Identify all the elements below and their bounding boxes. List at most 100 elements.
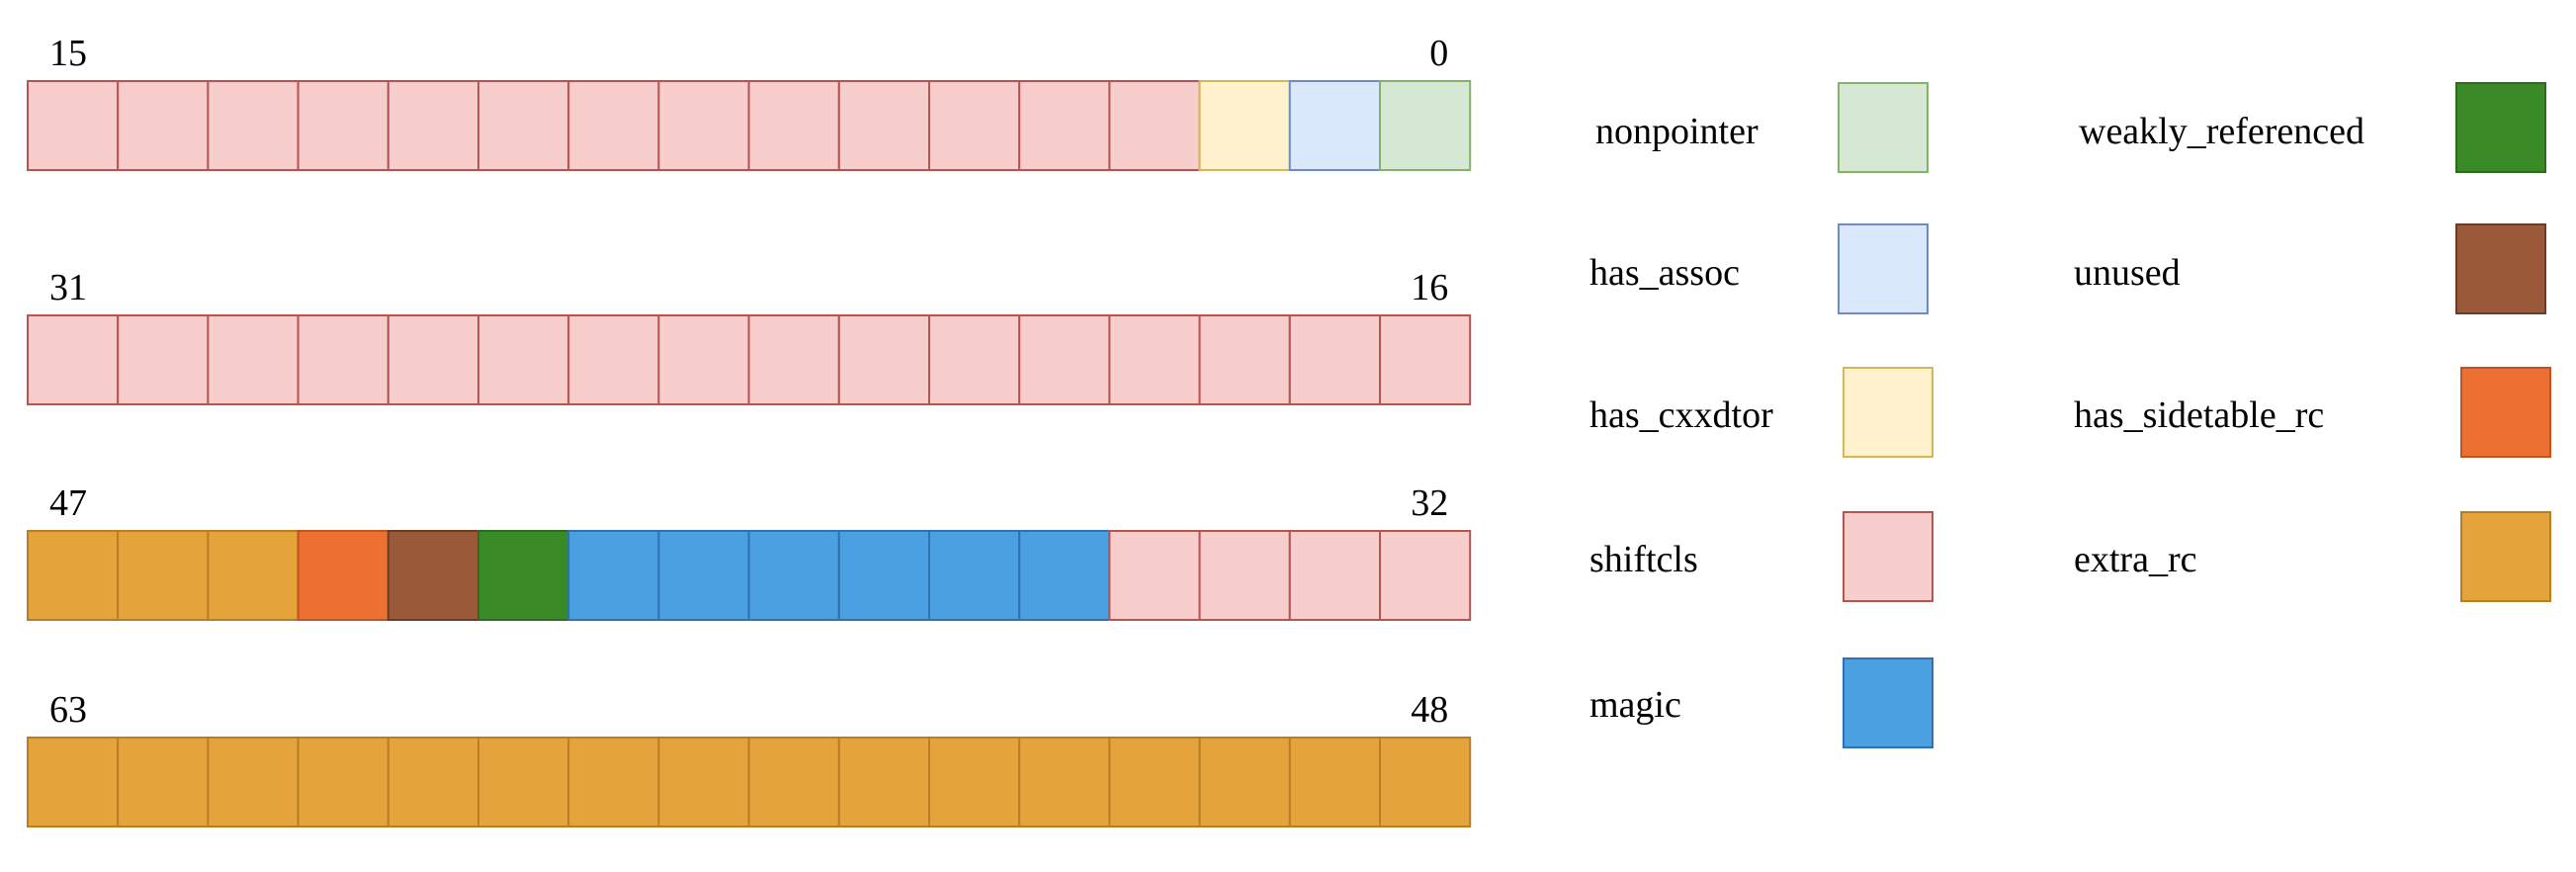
bit-cell-magic [928,530,1021,621]
bit-cell-shiftcls [1198,530,1291,621]
bit-cell-shiftcls [1288,530,1382,621]
bit-cell-extra-rc [1108,737,1201,828]
bit-cell-extra-rc [386,737,479,828]
bit-cell-extra-rc [27,737,120,828]
bit-cell-shiftcls [207,80,300,171]
bit-cell-shiftcls [1379,530,1472,621]
bit-cell-weakly-referenced [477,530,570,621]
low-bit-label: 0 [1429,33,1448,74]
low-bit-label: 32 [1411,482,1448,524]
bit-cell-magic [837,530,930,621]
legend-swatch [2455,82,2546,173]
legend-swatch [1843,511,1933,602]
low-bit-label: 48 [1411,689,1448,731]
bit-cell-shiftcls [657,80,750,171]
bit-cell-shiftcls [1108,80,1201,171]
bit-cell-shiftcls [1108,314,1201,405]
bit-cell-extra-rc [1288,737,1382,828]
bit-cell-magic [567,530,660,621]
bit-cell-shiftcls [567,314,660,405]
bit-cell-extra-rc [207,737,300,828]
legend-label: nonpointer [1595,111,1759,152]
legend-label: weakly_referenced [2079,111,2364,152]
bit-cell-extra-rc [747,737,840,828]
high-bit-label: 63 [49,689,87,731]
bit-cell-extra-rc [1198,737,1291,828]
legend-item-has-assoc: has_assoc [1589,223,1929,314]
bit-cell-shiftcls [928,80,1021,171]
bit-cell-shiftcls [386,314,479,405]
bit-cell-shiftcls [567,80,660,171]
bit-cell-shiftcls [207,314,300,405]
bit-cell-magic [657,530,750,621]
bit-row: 15 0 [27,33,1472,171]
bit-cell-unused [386,530,479,621]
bit-cell-extra-rc [657,737,750,828]
legend-label: has_sidetable_rc [2074,394,2324,436]
low-bit-label: 16 [1411,267,1448,308]
bit-cell-extra-rc [27,530,120,621]
bit-cell-shiftcls [837,314,930,405]
bit-cell-shiftcls [477,314,570,405]
bit-cell-has-sidetable-rc [297,530,389,621]
bit-cell-shiftcls [1108,530,1201,621]
bit-cell-extra-rc [567,737,660,828]
legend-item-nonpointer: nonpointer [1595,82,1929,173]
bit-cell-shiftcls [1379,314,1472,405]
legend-label: magic [1589,684,1681,726]
legend-label: has_assoc [1589,252,1740,294]
bit-cell-extra-rc [928,737,1021,828]
legend-item-has-sidetable-rc: has_sidetable_rc [2074,367,2551,458]
bit-cell-shiftcls [27,314,120,405]
legend-item-weakly-referenced: weakly_referenced [2079,82,2546,173]
bit-cell-shiftcls [297,314,389,405]
legend-label: unused [2074,252,2181,294]
bit-cell-has-assoc [1288,80,1382,171]
bit-row: 63 48 [27,689,1472,828]
legend-item-has-cxxdtor: has_cxxdtor [1589,367,1933,458]
bit-cell-extra-rc [117,737,210,828]
legend-item-shiftcls: shiftcls [1589,511,1933,602]
bit-cell-magic [747,530,840,621]
bit-cell-extra-rc [1379,737,1472,828]
legend: nonpointer has_assoc has_cxxdtor shiftcls ma… [1589,82,2551,748]
bit-rows: 15 0 31 16 47 32 63 48 [27,33,1472,828]
legend-swatch [2460,367,2551,458]
legend-swatch [1838,82,1929,173]
bit-row: 31 16 [27,267,1472,405]
bit-row: 47 32 [27,482,1472,621]
bit-cell-shiftcls [1288,314,1382,405]
bit-cell-extra-rc [117,530,210,621]
legend-label: has_cxxdtor [1589,394,1773,436]
bit-cell-extra-rc [1018,737,1111,828]
high-bit-label: 15 [49,33,87,74]
legend-swatch [2455,223,2546,314]
high-bit-label: 47 [49,482,87,524]
bit-cell-extra-rc [477,737,570,828]
legend-swatch [1838,223,1929,314]
bit-cell-extra-rc [207,530,300,621]
legend-swatch [1843,367,1933,458]
bit-cell-shiftcls [117,314,210,405]
legend-item-magic: magic [1589,657,1933,748]
legend-item-unused: unused [2074,223,2546,314]
bit-cell-shiftcls [477,80,570,171]
bit-cell-shiftcls [27,80,120,171]
bit-cell-shiftcls [657,314,750,405]
bit-cell-shiftcls [747,314,840,405]
bit-cell-shiftcls [1198,314,1291,405]
legend-label: extra_rc [2074,539,2196,580]
bit-cell-shiftcls [837,80,930,171]
legend-swatch [2460,511,2551,602]
bit-cell-extra-rc [297,737,389,828]
high-bit-label: 31 [49,267,87,308]
bit-cell-nonpointer [1379,80,1472,171]
bit-cell-magic [1018,530,1111,621]
bit-cell-shiftcls [1018,314,1111,405]
bit-cell-shiftcls [928,314,1021,405]
legend-item-extra-rc: extra_rc [2074,511,2551,602]
legend-swatch [1843,657,1933,748]
bit-cell-shiftcls [297,80,389,171]
bit-cell-shiftcls [1018,80,1111,171]
bit-cell-extra-rc [837,737,930,828]
